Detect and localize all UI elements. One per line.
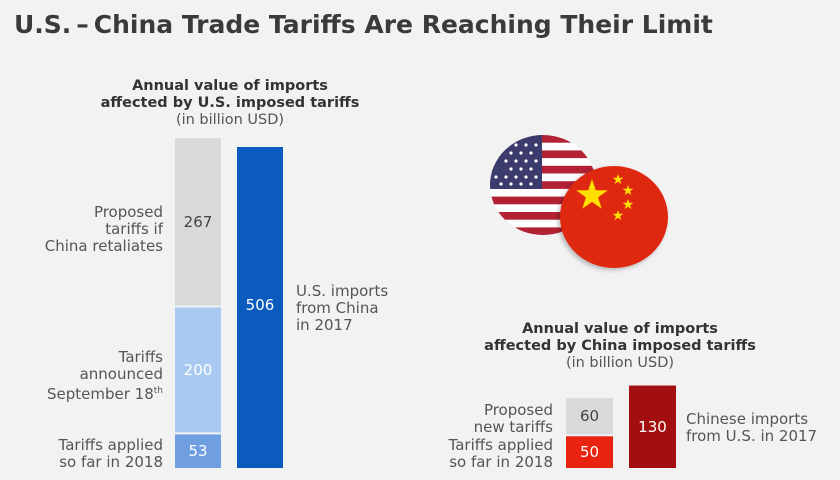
page-title: U.S. – China Trade Tariffs Are Reaching … — [14, 10, 713, 39]
china-label-proposed-line1: Proposed — [483, 401, 553, 419]
us-bar-segment-1 — [175, 307, 221, 433]
us-bar-segment-2 — [175, 138, 221, 306]
china-chart-title-line1: Annual value of imports — [522, 321, 718, 337]
china-bar-value-0: 50 — [580, 443, 599, 461]
us-label-total-line3: in 2017 — [296, 316, 353, 334]
china-label-total-line1: Chinese imports — [686, 410, 809, 428]
us-bar-segment-0 — [175, 434, 221, 468]
china-chart-title-line2: affected by China imposed tariffs — [484, 338, 756, 354]
us-chart-title: Annual value of imports affected by U.S.… — [80, 78, 380, 129]
us-chart-unit: (in billion USD) — [175, 112, 285, 128]
us-label-proposed-line3: China retaliates — [44, 237, 163, 255]
us-label-applied-line2: so far in 2018 — [59, 453, 163, 471]
china-label-applied-line2: so far in 2018 — [449, 453, 553, 471]
china-bar-value-1: 60 — [580, 407, 599, 425]
china-total-bar — [629, 385, 676, 468]
china-flag-icon — [560, 166, 668, 268]
china-bar-segment-0 — [566, 436, 613, 468]
us-label-announced-line2: announced — [79, 365, 163, 383]
us-total-bar — [237, 146, 283, 469]
us-label-announced: Tariffs announced September 18th — [47, 349, 163, 403]
china-bar-segment-1 — [566, 398, 613, 435]
us-total-value: 506 — [246, 296, 275, 314]
china-total-value: 130 — [638, 418, 667, 436]
us-bar-value-1: 200 — [184, 361, 213, 379]
us-label-announced-line3: September 18th — [47, 383, 163, 403]
us-label-applied-line1: Tariffs applied — [58, 436, 163, 454]
us-label-proposed-line1: Proposed — [93, 203, 163, 221]
us-label-announced-line1: Tariffs — [118, 348, 163, 366]
china-label-proposed-line2: new tariffs — [473, 418, 553, 436]
china-label-proposed: Proposed new tariffs — [474, 402, 553, 436]
us-bar-value-2: 267 — [184, 213, 213, 231]
us-label-proposed: Proposed tariffs if China retaliates — [45, 204, 163, 255]
us-label-proposed-line2: tariffs if — [105, 220, 163, 238]
us-label-total: U.S. imports from China in 2017 — [296, 283, 388, 334]
us-chart-title-line2: affected by U.S. imposed tariffs — [100, 95, 360, 111]
us-chart-title-line1: Annual value of imports — [132, 78, 328, 94]
us-label-total-line2: from China — [296, 299, 379, 317]
china-chart-unit: (in billion USD) — [565, 355, 675, 371]
china-label-total: Chinese imports from U.S. in 2017 — [686, 411, 817, 445]
us-bar-value-0: 53 — [188, 442, 207, 460]
china-label-applied-line1: Tariffs applied — [448, 436, 553, 454]
us-label-total-line1: U.S. imports — [296, 282, 389, 300]
us-label-applied: Tariffs applied so far in 2018 — [59, 437, 163, 471]
china-label-applied: Tariffs applied so far in 2018 — [449, 437, 553, 471]
us-label-announced-line3-text: September 18 — [47, 385, 154, 403]
china-chart-title: Annual value of imports affected by Chin… — [470, 321, 770, 372]
us-label-announced-sup: th — [153, 386, 163, 396]
china-label-total-line2: from U.S. in 2017 — [686, 427, 818, 445]
